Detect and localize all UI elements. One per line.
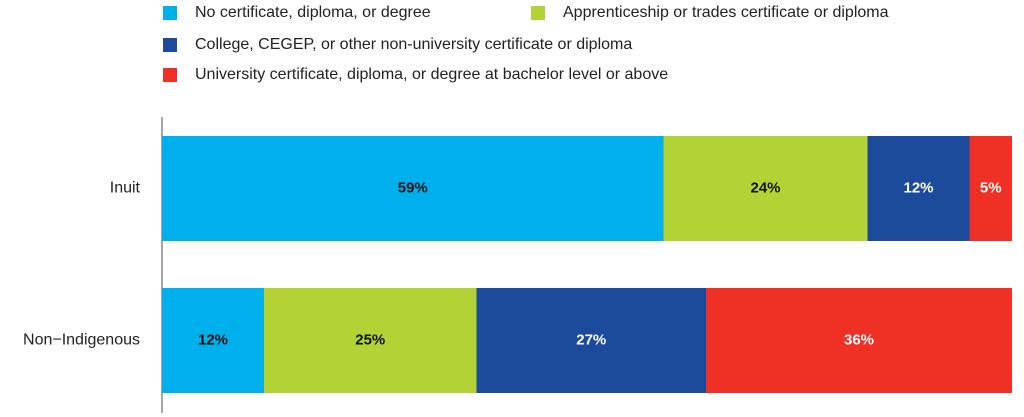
legend-label: Apprenticeship or trades certificate or … xyxy=(563,4,889,21)
bar-segment xyxy=(264,288,477,393)
value-label: 12% xyxy=(198,331,228,348)
legend-swatch xyxy=(163,68,177,82)
legend-swatch xyxy=(163,6,177,20)
y-tick-label: Non−Indigenous xyxy=(23,332,140,349)
value-label: 12% xyxy=(903,179,933,196)
legend-label: University certificate, diploma, or degr… xyxy=(195,66,668,83)
legend-swatch xyxy=(531,6,545,20)
legend-label: No certificate, diploma, or degree xyxy=(195,4,431,21)
bar-segment xyxy=(969,136,1012,241)
bar-segment xyxy=(706,288,1012,393)
y-tick-label: Inuit xyxy=(110,180,141,197)
value-label: 25% xyxy=(355,331,385,348)
bar-segment xyxy=(663,136,868,241)
value-label: 59% xyxy=(398,179,428,196)
value-label: 5% xyxy=(980,179,1002,196)
legend-label: College, CEGEP, or other non-university … xyxy=(195,36,632,53)
bar-segment xyxy=(867,136,970,241)
value-label: 27% xyxy=(576,331,606,348)
legend-swatch xyxy=(163,38,177,52)
bar-segment xyxy=(162,136,664,241)
value-label: 24% xyxy=(750,179,780,196)
bar-segment xyxy=(162,288,264,393)
bar-segment xyxy=(476,288,706,393)
value-label: 36% xyxy=(844,331,874,348)
